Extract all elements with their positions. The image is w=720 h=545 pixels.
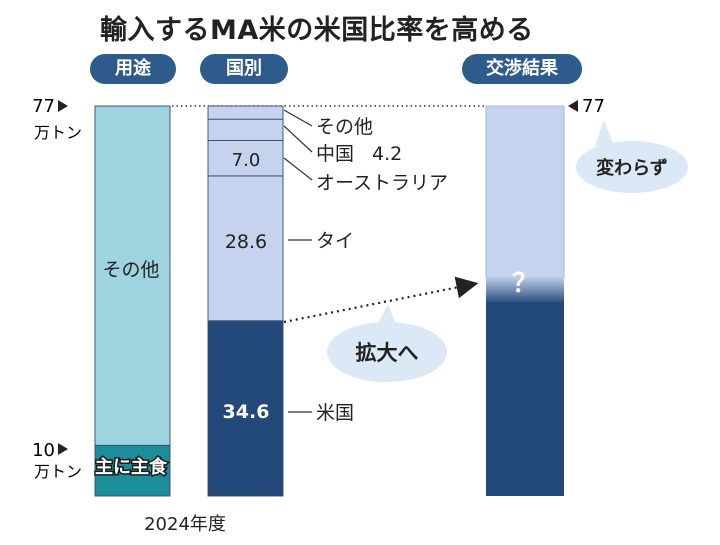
country-australia-label: オーストラリア xyxy=(316,172,448,194)
country-us-label: 米国 xyxy=(316,402,354,424)
australia-value-label: 7.0 xyxy=(232,150,261,171)
country-other-segment xyxy=(207,105,284,120)
axis-top-unit: 万トン xyxy=(34,123,82,142)
callout-unchanged-text: 変わらず xyxy=(596,157,668,179)
usage-other-segment xyxy=(94,105,171,446)
callout-unchanged-ellipse xyxy=(576,141,688,193)
usage-other-label: その他 xyxy=(102,259,159,281)
leader-australia xyxy=(283,157,313,181)
axis-low-unit: 万トン xyxy=(34,462,82,481)
callout-unchanged-bubble xyxy=(595,120,614,146)
chart-title: 輸入するMA米の米国比率を高める xyxy=(100,15,534,46)
leader-china xyxy=(283,125,313,153)
expand-arrow xyxy=(283,276,479,324)
axis-low-marker xyxy=(58,443,68,455)
china-value-label: 4.2 xyxy=(372,143,402,165)
bar-by-country xyxy=(207,105,284,497)
result-bar-blend xyxy=(486,276,564,304)
australia-segment xyxy=(207,139,284,177)
country-china-label: 中国 xyxy=(316,143,354,165)
axis-right-value: 77 xyxy=(582,96,605,117)
header-by-country: 国別 xyxy=(200,54,288,84)
result-unknown-mark: ？ xyxy=(512,269,538,299)
x-axis-label: 2024年度 xyxy=(144,514,226,535)
country-other-label: その他 xyxy=(316,116,373,138)
leader-other xyxy=(283,109,313,127)
usage-staple-label: 主に主食 xyxy=(95,456,168,478)
axis-low-value: 10 xyxy=(32,440,55,461)
axis-right-marker xyxy=(568,100,578,112)
result-bar-top xyxy=(485,105,565,279)
callout-expand-text: 拡大へ xyxy=(356,341,419,365)
result-bar-bottom xyxy=(486,302,564,496)
thai-segment xyxy=(207,175,284,322)
thai-value-label: 28.6 xyxy=(225,231,267,253)
china-segment xyxy=(207,118,284,141)
country-thai-label: タイ xyxy=(316,230,354,252)
us-value-label: 34.6 xyxy=(223,401,270,423)
callout-expand-ellipse xyxy=(327,322,447,382)
us-segment xyxy=(207,320,284,497)
header-usage: 用途 xyxy=(90,54,176,84)
axis-top-value: 77 xyxy=(32,96,55,117)
usage-staple-segment xyxy=(94,444,171,497)
bar-usage xyxy=(94,105,171,497)
axis-top-marker xyxy=(58,100,68,112)
header-result: 交渉結果 xyxy=(462,54,582,84)
